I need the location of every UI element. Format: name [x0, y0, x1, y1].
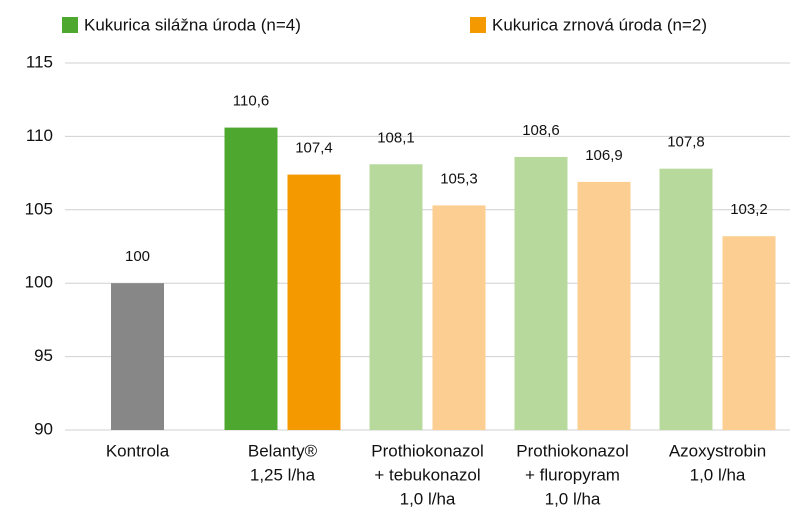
- legend-swatch: [470, 17, 486, 33]
- x-tick-label: Belanty®: [248, 441, 318, 460]
- bar: [111, 283, 164, 430]
- value-label: 100: [125, 248, 150, 265]
- bar: [577, 181, 631, 430]
- x-tick-label: + tebukonazol: [374, 465, 480, 484]
- x-tick-label: Prothiokonazol: [516, 441, 628, 460]
- value-label: 108,6: [522, 122, 560, 139]
- value-label: 105,3: [440, 170, 478, 187]
- value-label: 107,8: [667, 134, 705, 151]
- y-tick-label: 100: [25, 273, 53, 292]
- y-tick-label: 105: [25, 199, 53, 218]
- bar: [287, 174, 341, 430]
- x-tick-label: 1,25 l/ha: [250, 465, 316, 484]
- x-tick-label: 1,0 l/ha: [690, 465, 746, 484]
- value-label: 103,2: [730, 201, 768, 218]
- x-tick-label: + fluropyram: [525, 465, 620, 484]
- bar: [722, 236, 776, 430]
- x-tick-label: Prothiokonazol: [371, 441, 483, 460]
- bar: [432, 205, 486, 430]
- value-label: 108,1: [377, 129, 415, 146]
- value-label: 106,9: [585, 147, 623, 164]
- legend-swatch: [62, 17, 78, 33]
- y-tick-label: 115: [26, 52, 53, 71]
- legend-label: Kukurica silážna úroda (n=4): [84, 15, 301, 34]
- x-tick-label: 1,0 l/ha: [400, 489, 456, 508]
- x-tick-label: Kontrola: [106, 441, 170, 460]
- y-tick-label: 95: [34, 346, 53, 365]
- value-label: 110,6: [233, 93, 269, 110]
- bar: [369, 164, 423, 431]
- x-tick-label: 1,0 l/ha: [545, 489, 601, 508]
- bar: [224, 127, 278, 430]
- y-tick-label: 110: [26, 126, 53, 145]
- legend-label: Kukurica zrnová úroda (n=2): [492, 15, 707, 34]
- bar: [659, 168, 713, 431]
- x-tick-label: Azoxystrobin: [669, 441, 766, 460]
- value-label: 107,4: [295, 140, 333, 157]
- y-tick-label: 90: [34, 419, 53, 438]
- bar: [514, 156, 568, 430]
